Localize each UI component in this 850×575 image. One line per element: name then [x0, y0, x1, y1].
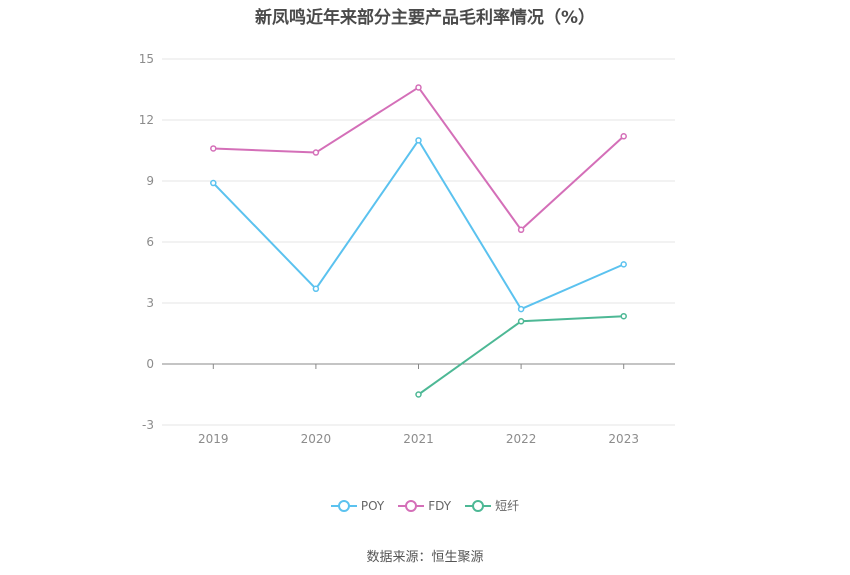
data-point[interactable]: [517, 305, 525, 313]
series-lines: [210, 84, 627, 398]
legend-swatch-icon: [398, 499, 425, 512]
data-point[interactable]: [415, 137, 422, 144]
data-point[interactable]: [312, 285, 320, 293]
legend-label: FDY: [428, 498, 452, 513]
y-tick-label: 15: [139, 52, 154, 66]
data-point[interactable]: [415, 84, 422, 91]
y-tick-label: 0: [146, 357, 154, 371]
legend: POY FDY 短纤: [0, 497, 850, 514]
y-tick-label: 12: [139, 113, 154, 127]
data-point[interactable]: [620, 312, 627, 320]
legend-label: POY: [360, 498, 385, 513]
legend-item[interactable]: POY: [330, 497, 385, 514]
data-point[interactable]: [312, 149, 320, 156]
series-2: [415, 312, 627, 398]
series-1: [210, 84, 627, 234]
series-line: [417, 315, 624, 396]
x-tick-label: 2022: [506, 432, 537, 446]
x-tick-label: 2023: [608, 432, 639, 446]
series-line: [212, 139, 625, 311]
legend-swatch-icon: [330, 499, 357, 512]
x-tick-label: 2020: [301, 432, 332, 446]
grid-lines: [162, 58, 675, 426]
y-tick-label: -3: [142, 418, 154, 432]
x-axis-ticks: 2019 2020 2021 2022 2023: [198, 364, 639, 446]
y-tick-label: 3: [146, 296, 154, 310]
data-point[interactable]: [517, 318, 525, 325]
data-point[interactable]: [415, 391, 422, 398]
data-point[interactable]: [210, 145, 217, 152]
y-axis-ticks: 15 12 9 6 3 0 -3: [139, 52, 154, 432]
data-point[interactable]: [210, 179, 217, 187]
source-note: 数据来源：恒生聚源: [366, 550, 484, 565]
y-tick-label: 9: [146, 174, 154, 188]
data-point[interactable]: [620, 133, 627, 140]
y-tick-label: 6: [146, 235, 154, 249]
series-0: [210, 137, 627, 313]
legend-item[interactable]: FDY: [398, 497, 451, 514]
legend-swatch-icon: [465, 499, 492, 512]
x-tick-label: 2021: [403, 432, 434, 446]
data-point[interactable]: [517, 226, 525, 234]
x-tick-label: 2019: [198, 432, 229, 446]
series-line: [213, 86, 625, 231]
data-point[interactable]: [620, 261, 627, 268]
legend-item[interactable]: 短纤: [465, 497, 519, 514]
chart-title: 新凤鸣近年来部分主要产品毛利率情况（%）: [254, 8, 596, 28]
legend-label: 短纤: [495, 499, 520, 513]
line-chart: 15 12 9 6 3 0 -3 2019 2020 2021 2022 2023: [139, 52, 675, 446]
